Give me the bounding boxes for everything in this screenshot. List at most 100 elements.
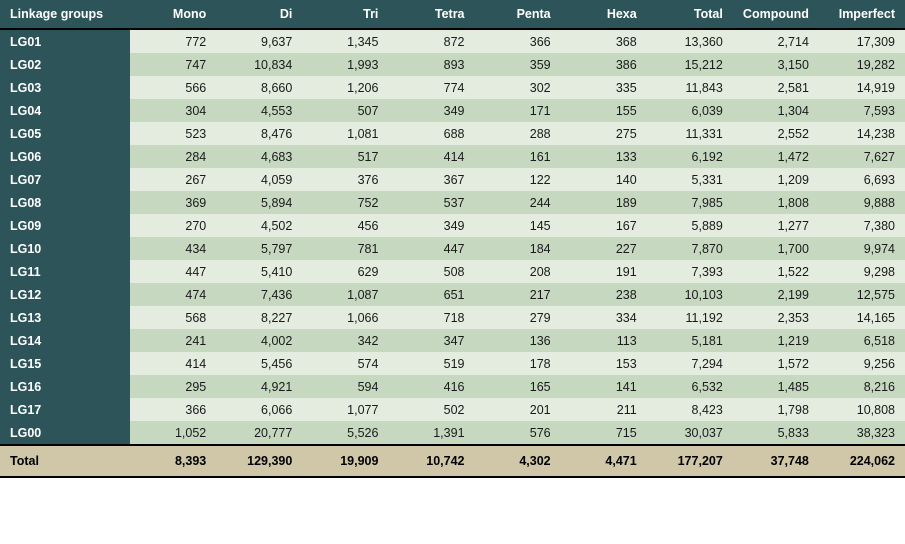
data-cell: 8,216 [819,375,905,398]
data-cell: 872 [388,29,474,53]
data-cell: 165 [475,375,561,398]
data-cell: 1,304 [733,99,819,122]
data-cell: 414 [388,145,474,168]
row-header-cell: LG03 [0,76,130,99]
data-cell: 7,985 [647,191,733,214]
data-cell: 7,870 [647,237,733,260]
data-cell: 537 [388,191,474,214]
row-header-cell: LG17 [0,398,130,421]
data-cell: 747 [130,53,216,76]
data-cell: 1,993 [302,53,388,76]
col-header: Penta [475,0,561,29]
table-row: LG035668,6601,20677430233511,8432,58114,… [0,76,905,99]
data-cell: 275 [561,122,647,145]
data-cell: 5,526 [302,421,388,445]
col-header: Hexa [561,0,647,29]
data-cell: 10,834 [216,53,302,76]
col-header: Imperfect [819,0,905,29]
data-cell: 568 [130,306,216,329]
data-cell: 6,693 [819,168,905,191]
data-cell: 38,323 [819,421,905,445]
data-cell: 517 [302,145,388,168]
footer-cell: 4,302 [475,445,561,477]
row-header-cell: LG08 [0,191,130,214]
data-cell: 1,700 [733,237,819,260]
data-cell: 1,522 [733,260,819,283]
row-header-cell: LG06 [0,145,130,168]
data-cell: 519 [388,352,474,375]
data-cell: 5,331 [647,168,733,191]
table-row: LG062844,6835174141611336,1921,4727,627 [0,145,905,168]
data-cell: 334 [561,306,647,329]
data-cell: 13,360 [647,29,733,53]
data-cell: 9,637 [216,29,302,53]
data-cell: 5,181 [647,329,733,352]
data-cell: 342 [302,329,388,352]
row-header-cell: LG01 [0,29,130,53]
data-cell: 1,808 [733,191,819,214]
table-row: LG043044,5535073491711556,0391,3047,593 [0,99,905,122]
data-cell: 3,150 [733,53,819,76]
table-row: LG135688,2271,06671827933411,1922,35314,… [0,306,905,329]
col-header: Compound [733,0,819,29]
data-cell: 141 [561,375,647,398]
data-cell: 1,277 [733,214,819,237]
footer-cell: 8,393 [130,445,216,477]
data-cell: 447 [130,260,216,283]
table-row: LG092704,5024563491451675,8891,2777,380 [0,214,905,237]
data-cell: 386 [561,53,647,76]
data-cell: 171 [475,99,561,122]
data-cell: 366 [130,398,216,421]
data-cell: 9,974 [819,237,905,260]
data-cell: 9,298 [819,260,905,283]
data-cell: 6,518 [819,329,905,352]
data-cell: 113 [561,329,647,352]
data-cell: 774 [388,76,474,99]
data-cell: 122 [475,168,561,191]
data-cell: 4,683 [216,145,302,168]
data-cell: 161 [475,145,561,168]
data-cell: 651 [388,283,474,306]
footer-cell: 177,207 [647,445,733,477]
row-header-cell: LG02 [0,53,130,76]
data-cell: 284 [130,145,216,168]
col-header: Mono [130,0,216,29]
data-cell: 133 [561,145,647,168]
data-cell: 1,052 [130,421,216,445]
data-cell: 10,808 [819,398,905,421]
data-cell: 1,391 [388,421,474,445]
data-cell: 6,192 [647,145,733,168]
data-cell: 369 [130,191,216,214]
data-cell: 1,798 [733,398,819,421]
footer-cell: 4,471 [561,445,647,477]
data-cell: 752 [302,191,388,214]
data-cell: 434 [130,237,216,260]
data-cell: 211 [561,398,647,421]
data-cell: 17,309 [819,29,905,53]
table-row: LG124747,4361,08765121723810,1032,19912,… [0,283,905,306]
data-cell: 9,256 [819,352,905,375]
data-cell: 7,593 [819,99,905,122]
data-cell: 20,777 [216,421,302,445]
data-cell: 14,238 [819,122,905,145]
data-cell: 1,219 [733,329,819,352]
linkage-groups-table: Linkage groups Mono Di Tri Tetra Penta H… [0,0,905,478]
data-cell: 367 [388,168,474,191]
data-cell: 5,797 [216,237,302,260]
data-cell: 189 [561,191,647,214]
table-row: LG001,05220,7775,5261,39157671530,0375,8… [0,421,905,445]
data-cell: 244 [475,191,561,214]
data-cell: 376 [302,168,388,191]
data-cell: 11,331 [647,122,733,145]
data-cell: 208 [475,260,561,283]
table-row: LG142414,0023423471361135,1811,2196,518 [0,329,905,352]
data-cell: 4,921 [216,375,302,398]
data-cell: 1,087 [302,283,388,306]
row-header-cell: LG00 [0,421,130,445]
data-cell: 14,165 [819,306,905,329]
row-header-cell: LG07 [0,168,130,191]
data-cell: 167 [561,214,647,237]
data-cell: 9,888 [819,191,905,214]
data-cell: 217 [475,283,561,306]
data-cell: 2,581 [733,76,819,99]
